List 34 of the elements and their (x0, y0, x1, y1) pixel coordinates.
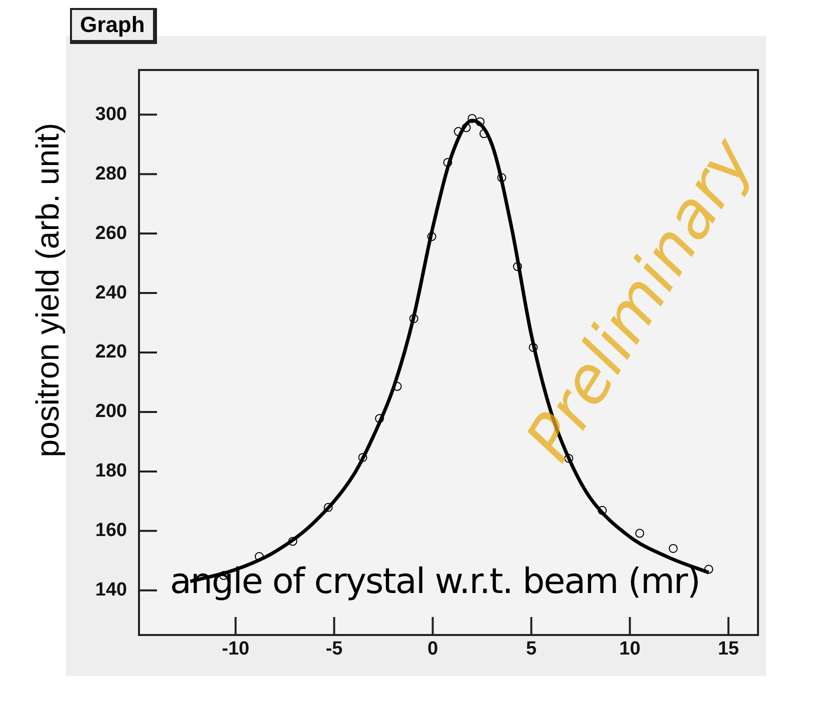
point (704, 564, 714, 574)
y-tick-label: 140 (95, 580, 127, 601)
point (598, 506, 607, 515)
y-axis-title: positron yield (arb. unit) (30, 122, 66, 458)
point (358, 452, 368, 462)
y-tick-label: 300 (95, 104, 127, 125)
x-tick-label: -10 (222, 638, 250, 660)
y-tick-label: 180 (95, 460, 127, 482)
point (443, 158, 452, 167)
y-tick-label: 200 (95, 401, 127, 422)
point (324, 502, 333, 512)
point (479, 129, 488, 138)
point (468, 114, 477, 123)
point (497, 173, 506, 182)
point (375, 414, 384, 424)
x-tick-label: -5 (326, 638, 344, 660)
chart-title: Graph (70, 8, 157, 44)
x-tick-label: 10 (619, 638, 640, 660)
y-tick-label: 160 (95, 520, 127, 542)
y-tick-label: 240 (95, 282, 127, 304)
x-tick-label: 5 (526, 638, 538, 660)
point (427, 232, 436, 242)
point (409, 314, 418, 324)
point (668, 544, 678, 553)
y-tick-label: 220 (95, 342, 127, 363)
x-tick-label: 0 (427, 638, 438, 660)
y-tick-label: 280 (95, 163, 127, 184)
point (512, 262, 522, 272)
point (476, 117, 485, 126)
point (635, 528, 644, 538)
y-tick-label: 260 (95, 222, 127, 244)
x-tick-label: 15 (718, 638, 740, 660)
point (288, 536, 298, 546)
point (462, 123, 471, 132)
